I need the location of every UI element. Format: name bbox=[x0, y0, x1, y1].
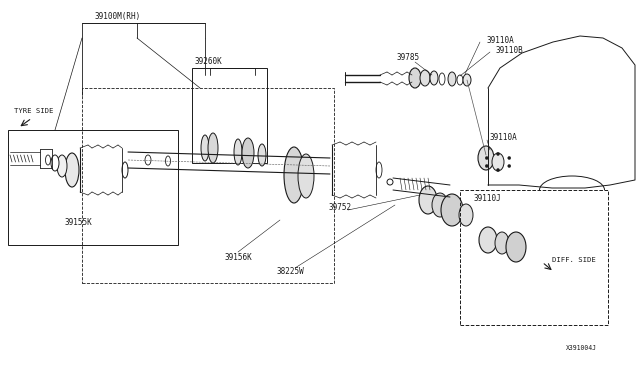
Ellipse shape bbox=[65, 153, 79, 187]
Ellipse shape bbox=[166, 156, 170, 166]
Ellipse shape bbox=[478, 146, 494, 170]
Text: 39260K: 39260K bbox=[194, 57, 222, 65]
Ellipse shape bbox=[459, 204, 473, 226]
Ellipse shape bbox=[420, 70, 430, 86]
Bar bbox=[8, 130, 178, 245]
Ellipse shape bbox=[122, 162, 128, 178]
Ellipse shape bbox=[51, 155, 59, 171]
Ellipse shape bbox=[234, 139, 242, 165]
Ellipse shape bbox=[284, 147, 304, 203]
Ellipse shape bbox=[495, 232, 509, 254]
Circle shape bbox=[497, 153, 499, 155]
Text: 39785: 39785 bbox=[396, 52, 420, 61]
Ellipse shape bbox=[441, 194, 463, 226]
Bar bbox=[192, 68, 267, 163]
Ellipse shape bbox=[258, 144, 266, 166]
Circle shape bbox=[508, 164, 511, 167]
Ellipse shape bbox=[457, 75, 463, 85]
Ellipse shape bbox=[419, 186, 437, 214]
Ellipse shape bbox=[463, 74, 471, 86]
Ellipse shape bbox=[448, 72, 456, 86]
Text: 39100M(RH): 39100M(RH) bbox=[95, 12, 141, 20]
Ellipse shape bbox=[432, 193, 448, 217]
Text: 39110J: 39110J bbox=[473, 193, 501, 202]
Text: 38225W: 38225W bbox=[276, 267, 304, 276]
Bar bbox=[460, 190, 608, 325]
Text: 39155K: 39155K bbox=[64, 218, 92, 227]
Ellipse shape bbox=[242, 138, 254, 168]
Ellipse shape bbox=[492, 153, 504, 171]
Ellipse shape bbox=[145, 155, 151, 165]
Ellipse shape bbox=[45, 155, 51, 165]
Ellipse shape bbox=[506, 232, 526, 262]
Text: 39110B: 39110B bbox=[496, 45, 524, 55]
Circle shape bbox=[485, 157, 488, 160]
Text: 39110A: 39110A bbox=[487, 35, 515, 45]
Ellipse shape bbox=[387, 179, 393, 185]
Circle shape bbox=[485, 164, 488, 167]
Ellipse shape bbox=[430, 71, 438, 85]
Circle shape bbox=[508, 157, 511, 160]
Text: TYRE SIDE: TYRE SIDE bbox=[14, 108, 53, 114]
Text: DIFF. SIDE: DIFF. SIDE bbox=[552, 257, 596, 263]
Text: 39752: 39752 bbox=[328, 202, 351, 212]
Ellipse shape bbox=[439, 73, 445, 85]
Ellipse shape bbox=[208, 133, 218, 163]
Ellipse shape bbox=[298, 154, 314, 198]
Bar bbox=[82, 88, 334, 283]
Text: 39110A: 39110A bbox=[490, 132, 518, 141]
Ellipse shape bbox=[409, 68, 421, 88]
Text: X391004J: X391004J bbox=[566, 345, 597, 351]
Ellipse shape bbox=[479, 227, 497, 253]
Circle shape bbox=[497, 169, 499, 171]
Ellipse shape bbox=[376, 162, 382, 178]
Ellipse shape bbox=[57, 155, 67, 177]
Text: 39156K: 39156K bbox=[224, 253, 252, 263]
Ellipse shape bbox=[201, 135, 209, 161]
